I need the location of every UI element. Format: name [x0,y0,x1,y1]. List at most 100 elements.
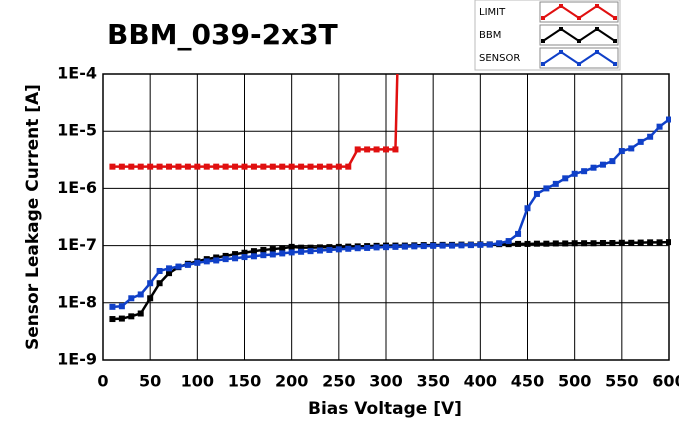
legend-label: BBM [479,30,501,41]
point [250,253,257,260]
point [260,252,267,259]
point [316,163,323,170]
point [137,310,144,317]
x-tick-label: 500 [558,372,591,391]
point [505,238,512,245]
point [279,163,286,170]
point [477,241,484,248]
point [203,163,210,170]
point [184,261,191,268]
point [156,280,163,287]
point [109,316,116,323]
point [486,241,493,248]
legend-marker [613,16,617,20]
legend-marker [613,62,617,66]
point [552,180,559,187]
point [279,250,286,257]
point [618,148,625,155]
point [533,190,540,197]
point [203,258,210,265]
point [515,240,522,247]
point [137,291,144,298]
point [241,254,248,261]
point [392,243,399,250]
legend-marker [613,39,617,43]
point [269,251,276,258]
point [383,146,389,153]
point [326,163,333,170]
x-tick-label: 50 [139,372,161,391]
point [562,240,569,247]
point [241,163,248,170]
point [250,163,257,170]
point [637,138,644,145]
legend-marker [577,62,581,66]
point [147,163,154,170]
point [298,244,305,251]
point [364,244,371,251]
point [571,170,578,177]
point [156,267,163,274]
point [194,259,201,266]
point [656,239,663,246]
point [354,146,361,153]
point [118,303,125,310]
point [175,263,182,270]
point [392,146,399,153]
point [335,163,342,170]
point [599,240,606,247]
point [590,240,597,247]
point [166,163,173,170]
point [552,240,559,247]
point [496,240,503,247]
plot-series [109,73,671,323]
point [194,163,201,170]
legend-marker [595,4,599,8]
legend-marker [595,27,599,31]
x-tick-label: 450 [511,372,544,391]
y-axis-label: Sensor Leakage Current [A] [23,84,43,350]
point [128,163,135,170]
point [147,295,154,302]
point [609,158,616,165]
point [288,249,295,256]
point [543,240,550,247]
point [147,280,154,287]
point [383,244,389,251]
point [364,146,371,153]
point [222,252,229,259]
point [373,244,380,251]
point [524,240,531,247]
point [647,239,654,246]
legend-marker [541,39,545,43]
point [666,239,671,246]
point [232,255,239,262]
point [184,163,191,170]
point [618,239,625,246]
point [515,230,522,237]
y-tick-label: 1E-7 [57,235,97,254]
point [581,240,588,247]
point [213,257,220,264]
point [298,163,305,170]
point [373,146,380,153]
point [467,242,474,249]
point [316,244,323,251]
legend-marker [595,50,599,54]
point [232,251,239,258]
point [449,242,456,249]
point [307,248,314,255]
legend-marker [577,39,581,43]
y-tick-label: 1E-9 [57,350,97,369]
point [232,163,239,170]
point [562,175,569,182]
legend-marker [577,16,581,20]
point [128,295,135,302]
point [175,163,182,170]
point [137,163,144,170]
point [599,161,606,168]
y-tick-label: 1E-5 [57,121,97,140]
point [628,239,635,246]
point [543,185,550,192]
legend-marker [559,4,563,8]
